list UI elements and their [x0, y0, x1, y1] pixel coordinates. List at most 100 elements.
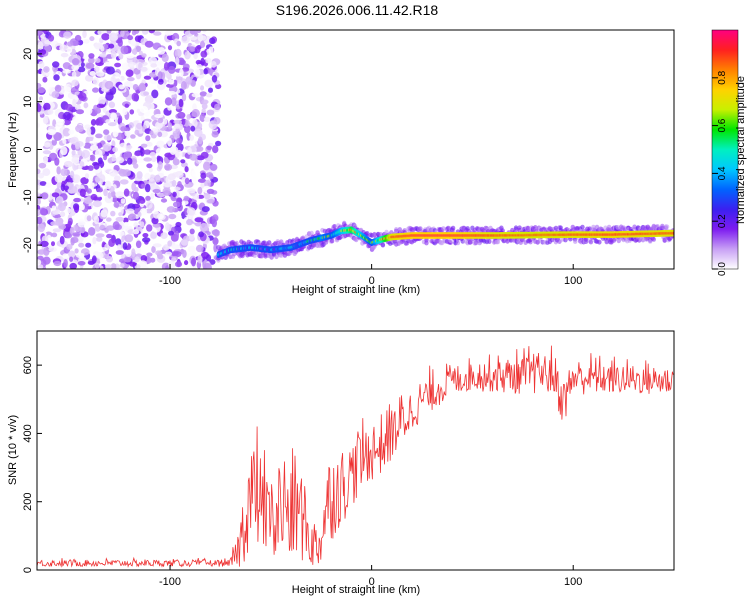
noise-speckle: [180, 239, 189, 246]
ridge-halo: [604, 239, 609, 245]
noise-speckle: [201, 99, 209, 105]
ridge-halo: [487, 239, 492, 245]
x-tick-label: 0: [369, 576, 375, 588]
noise-speckle: [87, 165, 94, 171]
noise-speckle: [48, 247, 57, 252]
ridge-halo: [500, 228, 505, 234]
noise-speckle: [154, 174, 161, 183]
noise-speckle: [186, 207, 196, 216]
noise-speckle: [208, 87, 213, 93]
noise-speckle: [189, 134, 195, 141]
noise-speckle: [165, 222, 170, 231]
x-tick-label: 100: [564, 275, 582, 287]
noise-speckle: [106, 233, 113, 239]
noise-speckle: [191, 257, 196, 267]
noise-speckle: [165, 251, 173, 257]
noise-speckle: [99, 224, 106, 231]
noise-speckle: [123, 256, 132, 263]
noise-speckle: [183, 195, 190, 202]
noise-speckle: [152, 188, 161, 194]
noise-speckle: [37, 168, 41, 175]
noise-speckle: [55, 122, 63, 129]
noise-speckle: [84, 173, 90, 179]
colorbar-ticks: 0.0 0.2 0.4 0.6 0.8: [712, 70, 728, 276]
ridge-halo: [300, 235, 306, 241]
noise-speckle: [106, 30, 112, 34]
noise-speckle: [139, 98, 145, 104]
noise-speckle: [51, 241, 55, 247]
noise-speckle: [104, 80, 114, 90]
noise-speckle: [144, 183, 151, 193]
colorbar-tick-label: 0.2: [717, 214, 728, 228]
noise-speckle: [83, 142, 92, 149]
noise-speckle: [211, 131, 219, 138]
noise-speckle: [175, 149, 183, 159]
noise-speckle: [37, 249, 46, 255]
noise-speckle: [189, 36, 198, 41]
noise-speckle: [52, 119, 57, 128]
noise-speckle: [40, 240, 49, 247]
noise-speckle: [105, 92, 114, 101]
noise-speckle: [119, 263, 125, 268]
noise-speckle: [69, 262, 77, 269]
noise-speckle: [184, 166, 189, 173]
noise-speckle: [175, 221, 182, 228]
noise-speckle: [150, 63, 158, 68]
ridge-halo: [615, 225, 620, 230]
noise-speckle: [120, 126, 127, 132]
noise-speckle: [147, 85, 154, 90]
noise-speckle: [174, 261, 183, 268]
ridge-halo: [558, 225, 563, 231]
ridge-halo: [441, 226, 446, 232]
noise-speckle: [150, 231, 157, 239]
noise-speckle: [175, 230, 179, 240]
noise-speckle: [37, 172, 45, 179]
noise-speckle: [71, 79, 79, 87]
noise-speckle: [192, 119, 198, 128]
noise-speckle: [202, 30, 207, 33]
noise-speckle: [198, 231, 205, 238]
noise-speckle: [206, 188, 215, 194]
noise-speckle: [154, 113, 164, 118]
noise-speckle: [67, 41, 74, 47]
noise-speckle: [37, 30, 43, 36]
noise-speckle: [157, 131, 163, 138]
noise-speckle: [52, 61, 60, 68]
noise-speckle: [160, 198, 168, 203]
noise-speckle: [172, 201, 181, 208]
noise-speckle: [178, 98, 184, 108]
noise-speckle: [180, 81, 187, 90]
noise-speckle: [146, 163, 153, 169]
noise-speckle: [60, 146, 68, 156]
noise-speckle: [115, 238, 122, 246]
noise-speckle: [40, 192, 49, 200]
noise-speckle: [193, 53, 198, 60]
noise-speckle: [215, 140, 222, 147]
noise-speckle: [197, 254, 203, 264]
noise-speckle: [97, 157, 103, 165]
noise-speckle: [53, 132, 62, 141]
ridge-halo: [332, 224, 337, 229]
noise-speckle: [174, 48, 182, 58]
noise-speckle: [118, 115, 123, 123]
noise-speckle: [134, 151, 142, 157]
noise-speckle: [125, 82, 134, 88]
spectrogram-x-label: Height of straight line (km): [292, 284, 420, 296]
noise-speckle: [205, 172, 214, 178]
noise-speckle: [203, 116, 211, 122]
noise-speckle: [104, 180, 112, 190]
noise-speckle: [122, 242, 128, 250]
noise-speckle: [63, 84, 72, 92]
ridge-halo: [660, 223, 665, 229]
noise-speckle: [165, 73, 171, 78]
noise-speckle: [37, 259, 42, 266]
noise-speckle: [209, 37, 216, 44]
noise-speckle: [101, 33, 110, 41]
noise-speckle: [203, 262, 212, 269]
noise-speckle: [151, 155, 157, 163]
noise-speckle: [59, 235, 65, 245]
noise-speckle: [115, 216, 125, 222]
noise-speckle: [200, 151, 209, 159]
noise-speckle: [187, 46, 196, 52]
noise-speckle: [184, 177, 190, 185]
